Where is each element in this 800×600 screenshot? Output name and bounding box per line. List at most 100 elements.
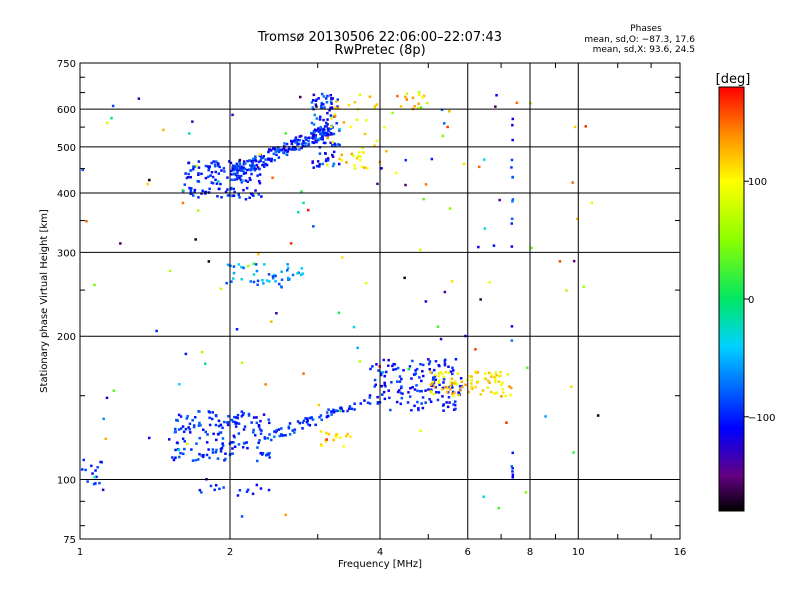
data-point bbox=[207, 167, 211, 170]
data-point bbox=[430, 391, 433, 394]
data-point bbox=[369, 367, 372, 371]
data-point bbox=[590, 201, 594, 205]
data-point bbox=[251, 193, 254, 196]
data-point bbox=[239, 178, 243, 182]
data-point bbox=[240, 278, 243, 281]
data-point bbox=[311, 106, 314, 109]
data-point bbox=[331, 126, 334, 129]
data-point bbox=[82, 458, 85, 462]
data-point bbox=[311, 418, 315, 421]
data-point bbox=[264, 162, 267, 166]
data-point bbox=[288, 277, 291, 281]
data-point bbox=[411, 96, 415, 100]
data-point bbox=[300, 146, 303, 150]
data-point bbox=[217, 180, 220, 183]
data-point bbox=[304, 142, 307, 145]
data-point bbox=[582, 285, 585, 288]
data-point bbox=[179, 451, 182, 455]
data-point bbox=[256, 174, 259, 177]
data-point bbox=[449, 388, 452, 391]
data-point bbox=[338, 127, 341, 131]
data-point bbox=[398, 389, 401, 392]
data-point bbox=[263, 263, 266, 266]
data-point bbox=[315, 117, 319, 120]
data-point bbox=[200, 192, 203, 195]
data-point bbox=[410, 377, 413, 380]
data-point bbox=[511, 476, 514, 479]
data-point bbox=[211, 182, 215, 185]
data-point bbox=[230, 178, 234, 182]
data-point bbox=[437, 374, 440, 378]
data-point bbox=[497, 506, 500, 510]
data-point bbox=[511, 138, 514, 142]
data-point bbox=[91, 472, 94, 475]
data-point bbox=[252, 280, 256, 284]
data-point bbox=[252, 262, 256, 266]
data-point bbox=[439, 337, 443, 341]
data-point bbox=[318, 137, 321, 141]
data-point bbox=[237, 164, 240, 168]
data-point bbox=[239, 169, 242, 172]
data-point bbox=[235, 416, 238, 419]
data-point bbox=[310, 416, 313, 420]
data-point bbox=[231, 113, 234, 117]
data-point bbox=[248, 159, 251, 162]
data-point bbox=[218, 165, 221, 169]
data-point bbox=[197, 172, 200, 175]
data-point bbox=[376, 182, 379, 186]
data-point bbox=[193, 424, 196, 427]
data-point bbox=[348, 405, 352, 408]
data-point bbox=[291, 273, 295, 277]
data-point bbox=[185, 176, 189, 180]
data-point bbox=[484, 372, 487, 375]
data-point bbox=[237, 422, 241, 425]
stats-heading: Phases bbox=[630, 24, 662, 34]
data-point bbox=[232, 271, 236, 275]
data-point bbox=[255, 269, 259, 273]
data-point bbox=[495, 391, 498, 395]
data-point bbox=[445, 390, 449, 394]
data-point bbox=[322, 141, 326, 145]
data-point bbox=[267, 150, 270, 154]
data-point bbox=[202, 455, 205, 459]
data-point bbox=[422, 94, 426, 98]
data-point bbox=[294, 136, 298, 139]
data-point bbox=[302, 139, 305, 143]
data-point bbox=[337, 311, 341, 315]
data-point bbox=[183, 440, 186, 443]
data-point bbox=[85, 220, 88, 223]
data-point bbox=[262, 413, 266, 416]
data-point bbox=[454, 407, 457, 411]
data-point bbox=[204, 190, 208, 194]
data-point bbox=[320, 102, 324, 106]
y-tick-label: 750 bbox=[57, 59, 76, 70]
data-point bbox=[321, 138, 324, 141]
data-point bbox=[291, 148, 294, 151]
data-point bbox=[437, 372, 441, 375]
data-point bbox=[452, 394, 455, 398]
data-point bbox=[331, 155, 335, 158]
data-point bbox=[182, 430, 186, 433]
data-point bbox=[447, 396, 451, 399]
data-point bbox=[300, 273, 303, 277]
data-point bbox=[392, 368, 395, 371]
data-point bbox=[193, 165, 197, 168]
data-point bbox=[226, 421, 229, 424]
data-point bbox=[190, 448, 193, 451]
data-point bbox=[197, 424, 201, 427]
data-point bbox=[249, 164, 252, 167]
data-point bbox=[257, 179, 261, 183]
data-point bbox=[174, 448, 177, 452]
data-point bbox=[200, 491, 203, 494]
data-point bbox=[383, 126, 386, 129]
data-point bbox=[320, 418, 323, 422]
data-point bbox=[414, 372, 417, 375]
data-point bbox=[259, 487, 263, 490]
data-point bbox=[373, 106, 376, 109]
data-point bbox=[86, 480, 89, 483]
data-point bbox=[187, 161, 191, 164]
data-point bbox=[257, 193, 260, 196]
data-point bbox=[224, 190, 228, 194]
data-point bbox=[280, 434, 283, 437]
data-point bbox=[232, 187, 235, 191]
